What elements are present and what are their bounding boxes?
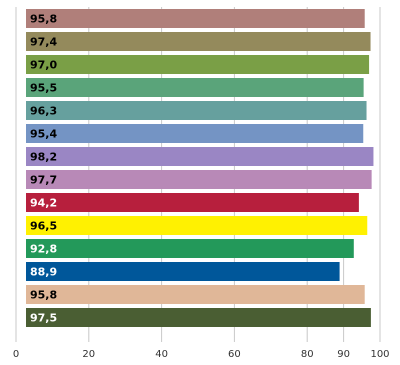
bar-10	[26, 216, 368, 235]
bar-6	[26, 124, 364, 143]
x-tick-label-20: 20	[82, 349, 95, 360]
bar-label-10: 96,5	[30, 220, 57, 233]
bar-3	[26, 55, 370, 74]
bar-5	[26, 101, 367, 120]
bar-2	[26, 32, 371, 51]
bar-label-2: 97,4	[30, 36, 57, 49]
bar-label-7: 98,2	[30, 151, 57, 164]
bar-label-11: 92,8	[30, 243, 57, 256]
bar-label-3: 97,0	[30, 59, 57, 72]
bar-1	[26, 9, 365, 28]
bar-12	[26, 262, 340, 281]
bar-label-4: 95,5	[30, 82, 57, 95]
bar-label-13: 95,8	[30, 289, 57, 302]
bar-9	[26, 193, 359, 212]
x-tick-label-80: 80	[301, 349, 314, 360]
bar-14	[26, 308, 371, 327]
bar-8	[26, 170, 372, 189]
bar-4	[26, 78, 364, 97]
bar-label-12: 88,9	[30, 266, 57, 279]
bar-7	[26, 147, 374, 166]
x-tick-label-40: 40	[155, 349, 168, 360]
x-tick-label-90: 90	[337, 349, 350, 360]
x-axis-ticks: 0 20 40 60 80 90 100	[13, 349, 390, 360]
bars: 95,8 97,4 97,0 95,5 96,3 95,4 98,2 97,7 94,2 96,5…	[26, 9, 374, 327]
bar-label-5: 96,3	[30, 105, 57, 118]
bar-11	[26, 239, 354, 258]
bar-label-9: 94,2	[30, 197, 57, 210]
bar-13	[26, 285, 365, 304]
bar-label-1: 95,8	[30, 13, 57, 26]
bar-label-6: 95,4	[30, 128, 57, 141]
x-tick-label-100: 100	[370, 349, 389, 360]
x-tick-label-0: 0	[13, 349, 19, 360]
bar-label-14: 97,5	[30, 312, 57, 325]
bar-label-8: 97,7	[30, 174, 57, 187]
x-tick-label-60: 60	[228, 349, 241, 360]
